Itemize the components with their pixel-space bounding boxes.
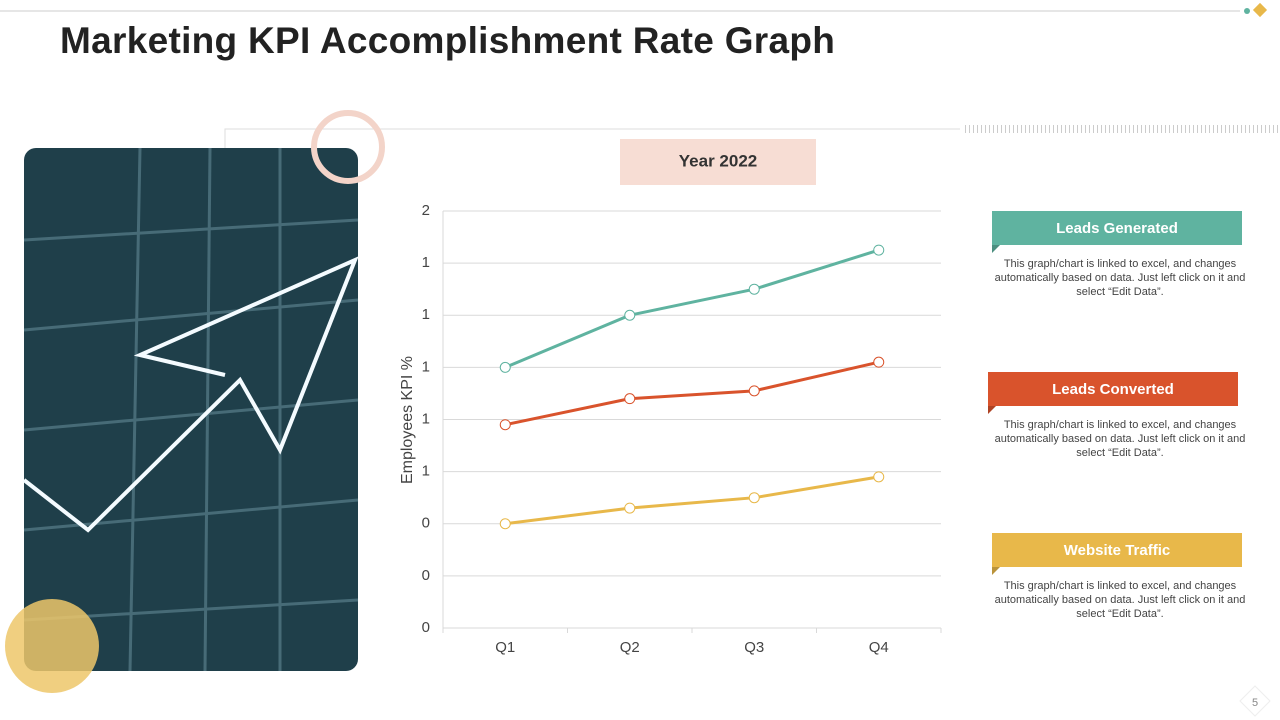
legend-note: This graph/chart is linked to excel, and… — [994, 419, 1246, 459]
slide-title: Marketing KPI Accomplishment Rate Graph — [60, 20, 836, 61]
x-tick-label: Q2 — [620, 639, 640, 656]
y-tick-label: 1 — [422, 463, 430, 480]
legend-entry: Website Traffic — [992, 533, 1242, 567]
line — [504, 360, 880, 427]
point — [624, 309, 636, 321]
x-tick-label: Q1 — [495, 639, 515, 656]
line — [504, 248, 880, 369]
legend-entry: Leads Converted — [988, 372, 1238, 406]
point — [499, 518, 511, 530]
legend-note: This graph/chart is linked to excel, and… — [994, 258, 1246, 298]
point — [873, 356, 885, 368]
y-tick-label: 1 — [422, 306, 430, 323]
banner-flag — [992, 245, 1000, 253]
x-tick-label: Q4 — [869, 639, 889, 656]
point — [873, 244, 885, 256]
chart-title: Year 2022 — [679, 151, 757, 170]
point — [873, 471, 885, 483]
point — [624, 502, 636, 514]
point — [624, 393, 636, 405]
y-tick-label: 1 — [422, 358, 430, 375]
y-tick-label: 0 — [422, 567, 430, 584]
y-tick-label: 1 — [422, 254, 430, 271]
point — [748, 492, 760, 504]
point — [499, 419, 511, 431]
legend-entry: Leads Generated — [992, 211, 1242, 245]
y-tick-label: 2 — [422, 202, 430, 219]
y-tick-label: 1 — [422, 410, 430, 427]
banner-flag — [992, 567, 1000, 575]
y-axis-label: Employees KPI % — [399, 356, 416, 484]
banner-flag — [988, 406, 996, 414]
y-tick-label: 0 — [422, 515, 430, 532]
point — [748, 283, 760, 295]
line — [505, 475, 879, 526]
x-tick-label: Q3 — [744, 639, 764, 656]
point — [748, 385, 760, 397]
point — [499, 361, 511, 373]
legend-note: This graph/chart is linked to excel, and… — [994, 580, 1246, 620]
y-tick-label: 0 — [422, 619, 430, 636]
page-number: 5 — [1251, 697, 1259, 709]
